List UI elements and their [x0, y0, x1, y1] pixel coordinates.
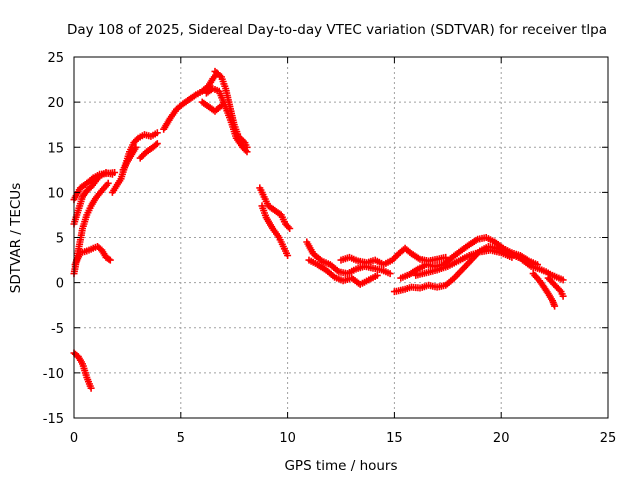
data-series: [70, 349, 95, 392]
data-point: [132, 143, 140, 151]
x-tick-label: 0: [70, 431, 78, 446]
data-point: [508, 253, 516, 261]
data-point: [105, 255, 113, 263]
x-tick-label: 5: [177, 431, 185, 446]
data-series: [136, 140, 161, 162]
data-series: [303, 238, 394, 278]
data-series: [519, 256, 567, 284]
x-tick-label: 25: [600, 431, 617, 446]
data-point: [106, 256, 114, 264]
y-tick-label: 0: [56, 277, 64, 292]
data-point: [284, 223, 292, 231]
axis-ticks: 0 5 10 15 20 25 -15 -10 -5 0 5 10 15 20 25: [43, 51, 617, 446]
data-series: [397, 234, 541, 282]
data-point: [217, 102, 225, 110]
y-axis-label: SDTVAR / TECUs: [8, 183, 24, 293]
data-point: [243, 143, 251, 151]
data-series: [160, 69, 221, 133]
data-point: [152, 141, 160, 149]
x-tick-label: 10: [279, 431, 296, 446]
data-point: [111, 169, 119, 176]
x-tick-label: 20: [493, 431, 510, 446]
data-point: [286, 225, 294, 232]
data-series: [108, 129, 161, 196]
data-series: [305, 256, 381, 288]
data-point: [284, 252, 292, 259]
data-series: [258, 202, 292, 259]
data-series: [529, 270, 559, 310]
data-series: [544, 274, 567, 300]
y-tick-label: -5: [51, 322, 64, 337]
data-point: [373, 271, 381, 279]
chart-title: Day 108 of 2025, Sidereal Day-to-day VTE…: [67, 22, 607, 38]
data-point: [559, 292, 567, 300]
data-point: [559, 276, 567, 284]
data-series: [337, 244, 450, 269]
data-point: [104, 179, 112, 187]
data-point: [551, 302, 559, 310]
data-point: [556, 286, 564, 294]
data-series: [198, 98, 225, 115]
y-tick-label: 10: [47, 186, 64, 201]
y-tick-label: 20: [47, 96, 64, 111]
y-tick-label: 5: [56, 232, 64, 247]
y-tick-label: -10: [43, 367, 64, 382]
y-tick-label: 15: [47, 141, 64, 156]
y-tick-label: -15: [43, 412, 64, 427]
x-axis-label: GPS time / hours: [284, 458, 397, 474]
data-series: [119, 143, 140, 174]
x-tick-label: 15: [386, 431, 403, 446]
data-points: [70, 67, 567, 392]
data-series: [256, 184, 294, 232]
data-point: [386, 270, 394, 278]
data-series: [412, 246, 516, 279]
grid: [74, 57, 608, 418]
data-point: [153, 140, 161, 148]
data-series: [211, 67, 251, 151]
data-point: [87, 384, 95, 392]
data-point: [153, 129, 161, 137]
y-tick-label: 25: [47, 51, 64, 66]
